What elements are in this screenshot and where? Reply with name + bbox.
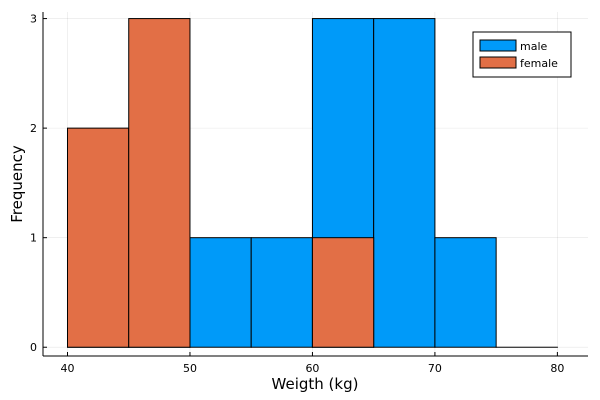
legend-label-female: female	[520, 57, 558, 70]
bar-male	[373, 18, 436, 348]
legend: male female	[472, 31, 572, 78]
bar-female	[66, 127, 130, 348]
y-axis-title: Frequency	[8, 145, 26, 223]
bar-male	[250, 237, 313, 348]
bar-female	[311, 237, 375, 348]
x-axis-title: Weigth (kg)	[272, 375, 359, 393]
axes: 40 50 60 70 80 0 1 2 3	[30, 12, 588, 375]
bar-female	[128, 18, 191, 348]
x-tick-label: 40	[60, 362, 74, 375]
x-tick-label: 70	[428, 362, 442, 375]
legend-box	[472, 31, 572, 78]
bar-male	[189, 237, 252, 348]
y-tick-label: 0	[30, 341, 37, 354]
bar-male	[434, 237, 497, 348]
y-tick-label: 1	[30, 232, 37, 245]
legend-swatch-male	[479, 39, 517, 52]
y-tick-label: 2	[30, 122, 37, 135]
x-tick-label: 60	[305, 362, 319, 375]
legend-label-male: male	[520, 40, 548, 53]
x-tick-label: 50	[183, 362, 197, 375]
legend-swatch-female	[479, 56, 517, 69]
y-tick-label: 3	[30, 13, 37, 26]
x-tick-label: 80	[550, 362, 564, 375]
bars	[66, 18, 558, 348]
